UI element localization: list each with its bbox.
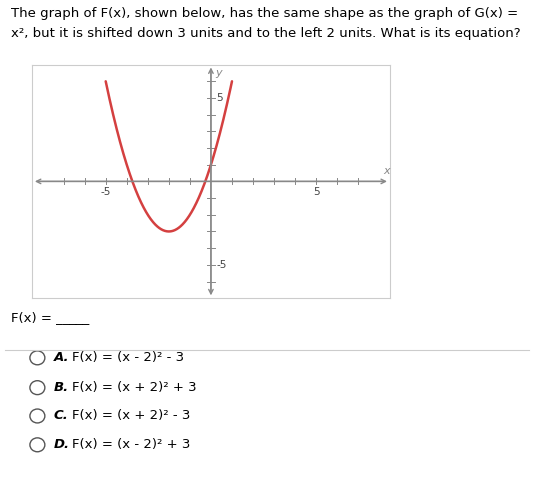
- Text: x², but it is shifted down 3 units and to the left 2 units. What is its equation: x², but it is shifted down 3 units and t…: [11, 27, 520, 40]
- Text: D.: D.: [53, 438, 69, 451]
- Text: F(x) = _____: F(x) = _____: [11, 311, 89, 324]
- Text: F(x) = (x - 2)² + 3: F(x) = (x - 2)² + 3: [72, 438, 191, 451]
- Text: C.: C.: [53, 410, 68, 422]
- Text: F(x) = (x + 2)² - 3: F(x) = (x + 2)² - 3: [72, 410, 191, 422]
- Text: x: x: [383, 166, 390, 176]
- Text: -5: -5: [216, 260, 226, 270]
- Text: A.: A.: [53, 351, 69, 364]
- Text: -5: -5: [100, 187, 111, 197]
- Text: F(x) = (x + 2)² + 3: F(x) = (x + 2)² + 3: [72, 381, 197, 394]
- Text: 5: 5: [216, 93, 223, 103]
- Text: y: y: [215, 68, 222, 78]
- Text: B.: B.: [53, 381, 68, 394]
- Text: The graph of F(x), shown below, has the same shape as the graph of G(x) =: The graph of F(x), shown below, has the …: [11, 7, 518, 20]
- Text: 5: 5: [313, 187, 319, 197]
- Text: F(x) = (x - 2)² - 3: F(x) = (x - 2)² - 3: [72, 351, 184, 364]
